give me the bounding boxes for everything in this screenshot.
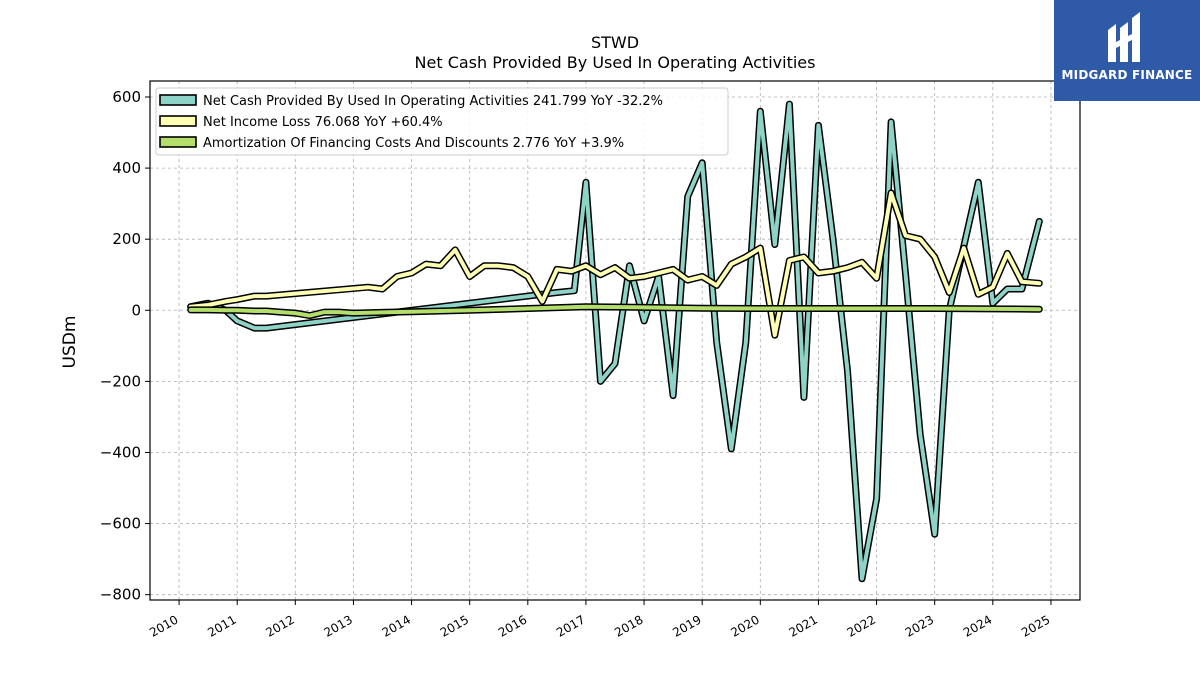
legend-swatch xyxy=(159,136,197,148)
x-tick-label: 2011 xyxy=(205,612,238,639)
y-tick-label: −800 xyxy=(100,586,141,604)
x-tick-label: 2025 xyxy=(1019,612,1052,639)
series-amortization-line xyxy=(188,304,1042,318)
x-tick-label: 2016 xyxy=(496,612,529,639)
x-tick-label: 2024 xyxy=(961,612,994,639)
x-tick-label: 2022 xyxy=(845,612,878,639)
legend-swatch xyxy=(159,94,197,106)
x-tick-label: 2010 xyxy=(147,612,180,639)
legend-box xyxy=(155,87,729,156)
x-tick-label: 2020 xyxy=(728,612,761,639)
legend-label-net-cash: Net Cash Provided By Used In Operating A… xyxy=(203,94,663,109)
series-net-income-line xyxy=(188,191,1042,338)
x-tick-label: 2013 xyxy=(321,612,354,639)
x-tick-label: 2015 xyxy=(438,612,471,639)
x-tick-label: 2012 xyxy=(263,612,296,639)
y-tick-label: 600 xyxy=(112,88,141,106)
x-tick-label: 2017 xyxy=(554,612,587,639)
series-layer xyxy=(187,100,1043,583)
x-tick-label: 2019 xyxy=(670,612,703,639)
plot-frame xyxy=(149,80,1081,601)
y-tick-label: −400 xyxy=(100,443,141,461)
chart-subtitle: Net Cash Provided By Used In Operating A… xyxy=(415,53,816,72)
series-net-cash xyxy=(187,100,1043,583)
legend-label-net-income: Net Income Loss 76.068 YoY +60.4% xyxy=(203,115,443,130)
x-tick-label: 2021 xyxy=(786,612,819,639)
series-net-cash-line xyxy=(188,102,1042,581)
x-tick-label: 2014 xyxy=(380,612,413,639)
y-axis: −800 −600 −400 −200 0 200 400 600 xyxy=(100,88,150,604)
series-amortization xyxy=(187,303,1043,320)
y-axis-label: USDm xyxy=(60,316,80,369)
x-tick-label: 2023 xyxy=(903,612,936,639)
logo-mark-icon xyxy=(1108,12,1140,62)
brand-logo: MIDGARD FINANCE xyxy=(1054,0,1200,101)
legend-swatch xyxy=(159,115,197,127)
y-tick-label: 0 xyxy=(131,301,141,319)
chart-title: STWD xyxy=(591,33,639,52)
x-axis: 2010 2011 2012 2013 2014 2015 2016 2017 2018 2019… xyxy=(147,600,1052,640)
y-tick-label: 200 xyxy=(112,230,141,248)
brand-name: MIDGARD FINANCE xyxy=(1061,68,1193,82)
y-tick-label: −600 xyxy=(100,515,141,533)
legend: Net Cash Provided By Used In Operating A… xyxy=(155,87,729,156)
x-tick-label: 2018 xyxy=(612,612,645,639)
y-tick-label: 400 xyxy=(112,159,141,177)
y-tick-label: −200 xyxy=(100,372,141,390)
legend-label-amortization: Amortization Of Financing Costs And Disc… xyxy=(203,136,624,151)
series-net-income xyxy=(187,189,1043,339)
